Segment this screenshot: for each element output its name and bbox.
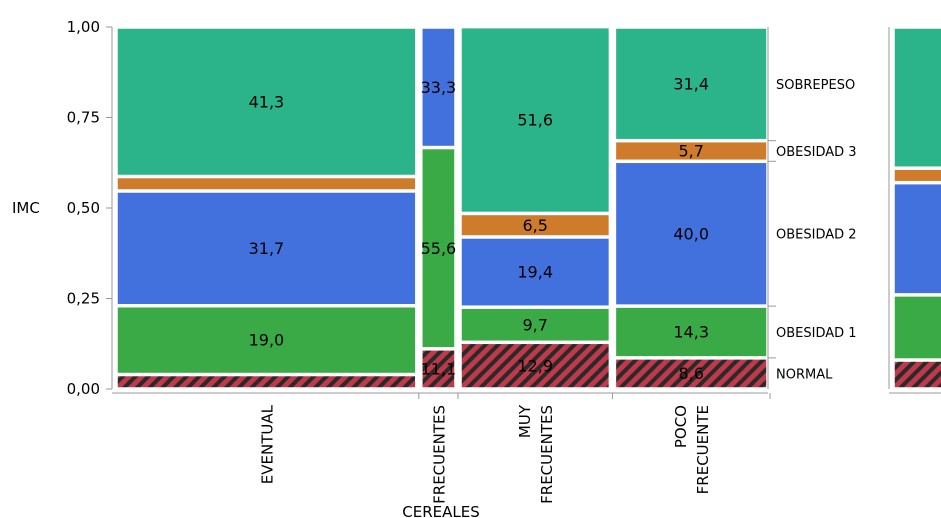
data-label: 55,6	[421, 239, 457, 258]
data-label: 8,6	[678, 364, 703, 383]
panel-cell	[894, 184, 941, 294]
partial-panel	[889, 27, 941, 393]
data-label: 6,5	[522, 216, 547, 235]
category-labels: EVENTUAL FRECUENTES MUY FRECUENTES POCO FRECU…	[258, 404, 712, 504]
y-tick-label: 1,00	[67, 18, 100, 36]
legend-item-obesidad-1: OBESIDAD 1	[776, 326, 857, 341]
y-tick-label: 0,75	[67, 109, 100, 127]
panel-cell	[894, 169, 941, 181]
category-label: FRECUENTES	[430, 405, 448, 504]
data-label: 41,3	[249, 92, 285, 111]
panel-cell	[894, 296, 941, 359]
legend-item-obesidad-2: OBESIDAD 2	[776, 228, 857, 243]
legend-item-sobrepeso: SOBREPESO	[776, 78, 855, 93]
y-tick-label: 0,50	[67, 199, 100, 217]
panel-cell	[894, 28, 941, 167]
category-label: EVENTUAL	[258, 404, 276, 484]
category-label: FRECUENTE	[694, 405, 712, 494]
data-label: 33,3	[421, 78, 457, 97]
data-label: 14,3	[673, 323, 709, 342]
x-axis-label: CEREALES	[402, 503, 479, 518]
data-label: 31,7	[249, 239, 285, 258]
data-label: 9,7	[522, 315, 547, 334]
data-label: 19,4	[517, 263, 553, 282]
category-label: MUY	[516, 404, 534, 438]
legend: NORMAL OBESIDAD 1 OBESIDAD 2 OBESIDAD 3 SOBR…	[768, 27, 857, 389]
legend-item-obesidad-3: OBESIDAD 3	[776, 145, 857, 160]
legend-item-normal: NORMAL	[776, 367, 833, 382]
category-label: POCO	[672, 405, 690, 448]
y-tick-label: 0,00	[67, 380, 100, 398]
category-label: FRECUENTES	[538, 405, 556, 504]
data-label: 40,0	[673, 224, 709, 243]
data-label: 31,4	[673, 74, 709, 93]
data-label: 19,0	[249, 331, 285, 350]
cell-normal	[117, 376, 416, 388]
data-label: 12,9	[517, 356, 553, 375]
panel-cell	[894, 361, 941, 388]
data-label: 11,1	[421, 360, 457, 379]
y-axis-label: IMC	[12, 199, 40, 217]
cell-obesidad-3	[117, 178, 416, 190]
data-label: 5,7	[678, 142, 703, 161]
y-tick-label: 0,25	[67, 290, 100, 308]
data-label: 51,6	[517, 111, 553, 130]
